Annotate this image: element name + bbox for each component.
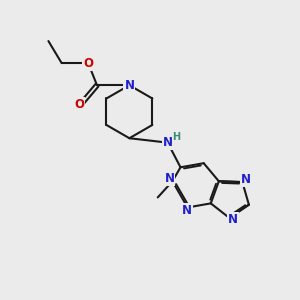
Text: N: N xyxy=(241,172,251,186)
Text: H: H xyxy=(172,132,181,142)
Text: O: O xyxy=(83,57,93,70)
Text: N: N xyxy=(164,172,175,185)
Text: O: O xyxy=(74,98,84,111)
Text: N: N xyxy=(182,204,192,217)
Text: N: N xyxy=(163,136,173,149)
Text: N: N xyxy=(228,213,238,226)
Text: N: N xyxy=(124,79,134,92)
